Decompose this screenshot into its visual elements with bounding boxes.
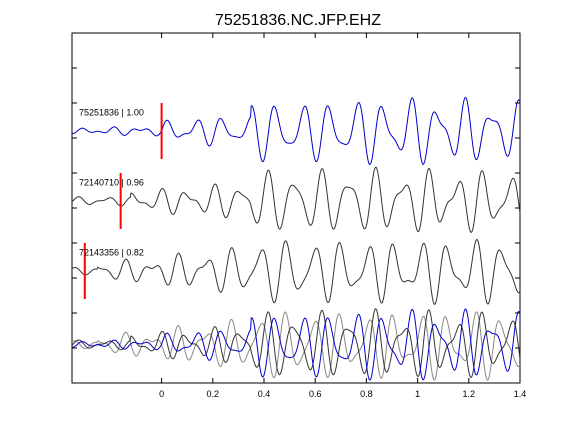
waveform-traces xyxy=(71,96,521,381)
axis-ticks: 0 0.2 0.4 0.6 0.8 1 1.2 1.4 xyxy=(72,32,527,399)
x-tick-label: 0.8 xyxy=(360,389,373,399)
overlay-trace-3 xyxy=(71,311,521,381)
overlay-trace-2 xyxy=(71,308,521,378)
trace-labels: 75251836 | 1.00 72140710 | 0.96 72143356 |… xyxy=(79,107,144,257)
x-tick-label: 1.4 xyxy=(514,389,527,399)
trace-label-3: 72143356 | 0.82 xyxy=(79,247,144,257)
phase-picks xyxy=(83,103,163,299)
overlay-trace-1 xyxy=(71,308,521,381)
trace-label-1: 75251836 | 1.00 xyxy=(79,107,144,117)
x-tick-label: 0.4 xyxy=(258,389,271,399)
x-tick-label: 0.6 xyxy=(309,389,322,399)
x-tick-label: 0.2 xyxy=(207,389,220,399)
chart-title: 75251836.NC.JFP.EHZ xyxy=(215,12,381,29)
trace-line-3 xyxy=(71,239,521,305)
x-tick-label: 1.2 xyxy=(463,389,476,399)
trace-line-1 xyxy=(71,96,521,165)
trace-label-2: 72140710 | 0.96 xyxy=(79,177,144,187)
trace-line-2 xyxy=(71,166,521,233)
x-tick-label: 1 xyxy=(415,389,420,399)
x-tick-label: 0 xyxy=(159,389,164,399)
